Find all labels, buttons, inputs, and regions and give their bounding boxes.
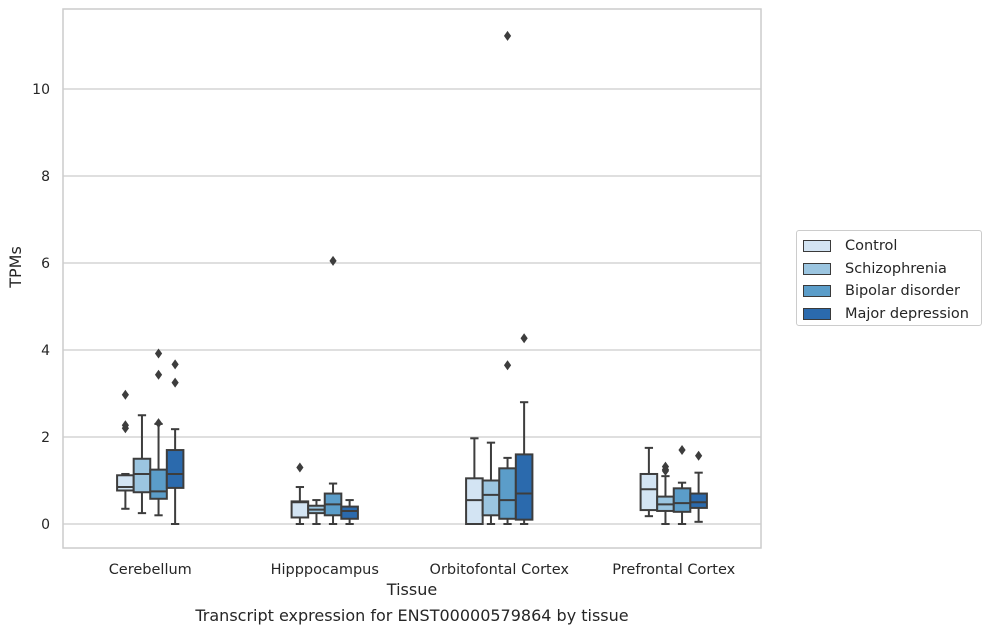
box-prefrontal-cortex-control [639, 446, 659, 518]
outlier-point [678, 445, 686, 456]
x-axis-label: Tissue [386, 580, 437, 599]
box-prefrontal-cortex-bipolar-disorder [672, 445, 692, 525]
box-iqr [498, 467, 517, 520]
x-tick-orbitofontal-cortex: Orbitofontal Cortex [430, 562, 570, 578]
box-hipppocampus-bipolar-disorder [323, 255, 343, 525]
x-tick-hipppocampus: Hipppocampus [271, 562, 379, 578]
legend-label: Control [845, 238, 898, 255]
box-prefrontal-cortex-schizophrenia [656, 461, 675, 525]
grid-lines [63, 88, 761, 525]
box-iqr [165, 449, 185, 489]
box-iqr [481, 479, 501, 517]
legend-item-major-depression: Major depression [803, 303, 975, 326]
outlier-point [520, 333, 528, 344]
y-tick-labels: 0 2 4 6 8 10 [32, 82, 50, 533]
outlier-point [329, 255, 337, 266]
legend-label: Bipolar disorder [845, 283, 960, 300]
legend-label: Schizophrenia [845, 260, 947, 277]
box-orbitofontal-cortex-major-depression [514, 333, 534, 525]
outlier-point [171, 377, 179, 388]
outlier-point [503, 360, 512, 371]
chart-caption: Transcript expression for ENST0000057986… [195, 606, 629, 625]
legend-item-bipolar-disorder: Bipolar disorder [803, 280, 975, 303]
outlier-point [695, 450, 703, 461]
box-orbitofontal-cortex-bipolar-disorder [498, 30, 517, 525]
outlier-point [154, 418, 163, 429]
box-iqr [340, 505, 359, 520]
legend: Control Schizophrenia Bipolar disorder Majo… [796, 230, 982, 326]
box-iqr [149, 468, 168, 500]
y-axis-label: TPMs [6, 246, 25, 289]
legend-label: Major depression [845, 305, 969, 322]
box-cerebellum-bipolar-disorder [149, 348, 168, 517]
box-orbitofontal-cortex-control [465, 437, 484, 526]
legend-swatch [803, 285, 831, 298]
plot-frame [62, 8, 762, 549]
box-iqr [132, 457, 152, 494]
y-tick-8: 8 [41, 169, 50, 185]
y-tick-2: 2 [41, 430, 50, 446]
box-hipppocampus-major-depression [340, 499, 359, 525]
box-iqr [290, 500, 310, 519]
y-tick-6: 6 [41, 256, 50, 272]
legend-swatch [803, 307, 831, 320]
outlier-point [661, 465, 670, 476]
outlier-point [503, 30, 512, 41]
box-iqr [672, 487, 692, 513]
box-iqr [639, 472, 659, 512]
box-prefrontal-cortex-major-depression [689, 450, 708, 523]
box-iqr [465, 477, 484, 526]
x-tick-prefrontal-cortex: Prefrontal Cortex [612, 562, 735, 578]
y-tick-10: 10 [32, 82, 50, 98]
box-iqr [689, 492, 708, 509]
box-cerebellum-control [116, 389, 135, 510]
outlier-point [121, 423, 129, 434]
y-tick-0: 0 [41, 517, 50, 533]
outlier-point [121, 389, 129, 400]
box-groups [116, 30, 708, 526]
box-iqr [514, 453, 534, 521]
y-tick-4: 4 [41, 343, 50, 359]
box-hipppocampus-schizophrenia [307, 499, 326, 525]
box-cerebellum-schizophrenia [132, 414, 152, 515]
box-iqr [116, 474, 135, 492]
x-tick-cerebellum: Cerebellum [109, 562, 192, 578]
box-orbitofontal-cortex-schizophrenia [481, 441, 501, 525]
outlier-point [154, 348, 163, 359]
legend-swatch [803, 262, 831, 275]
legend-item-schizophrenia: Schizophrenia [803, 258, 975, 281]
outlier-point [171, 359, 179, 370]
box-cerebellum-major-depression [165, 359, 185, 525]
box-hipppocampus-control [290, 462, 310, 525]
legend-swatch [803, 240, 831, 253]
outlier-point [154, 369, 163, 380]
outlier-point [296, 462, 304, 473]
legend-item-control: Control [803, 235, 975, 258]
x-tick-labels: Cerebellum Hipppocampus Orbitofontal Corte… [109, 562, 736, 578]
